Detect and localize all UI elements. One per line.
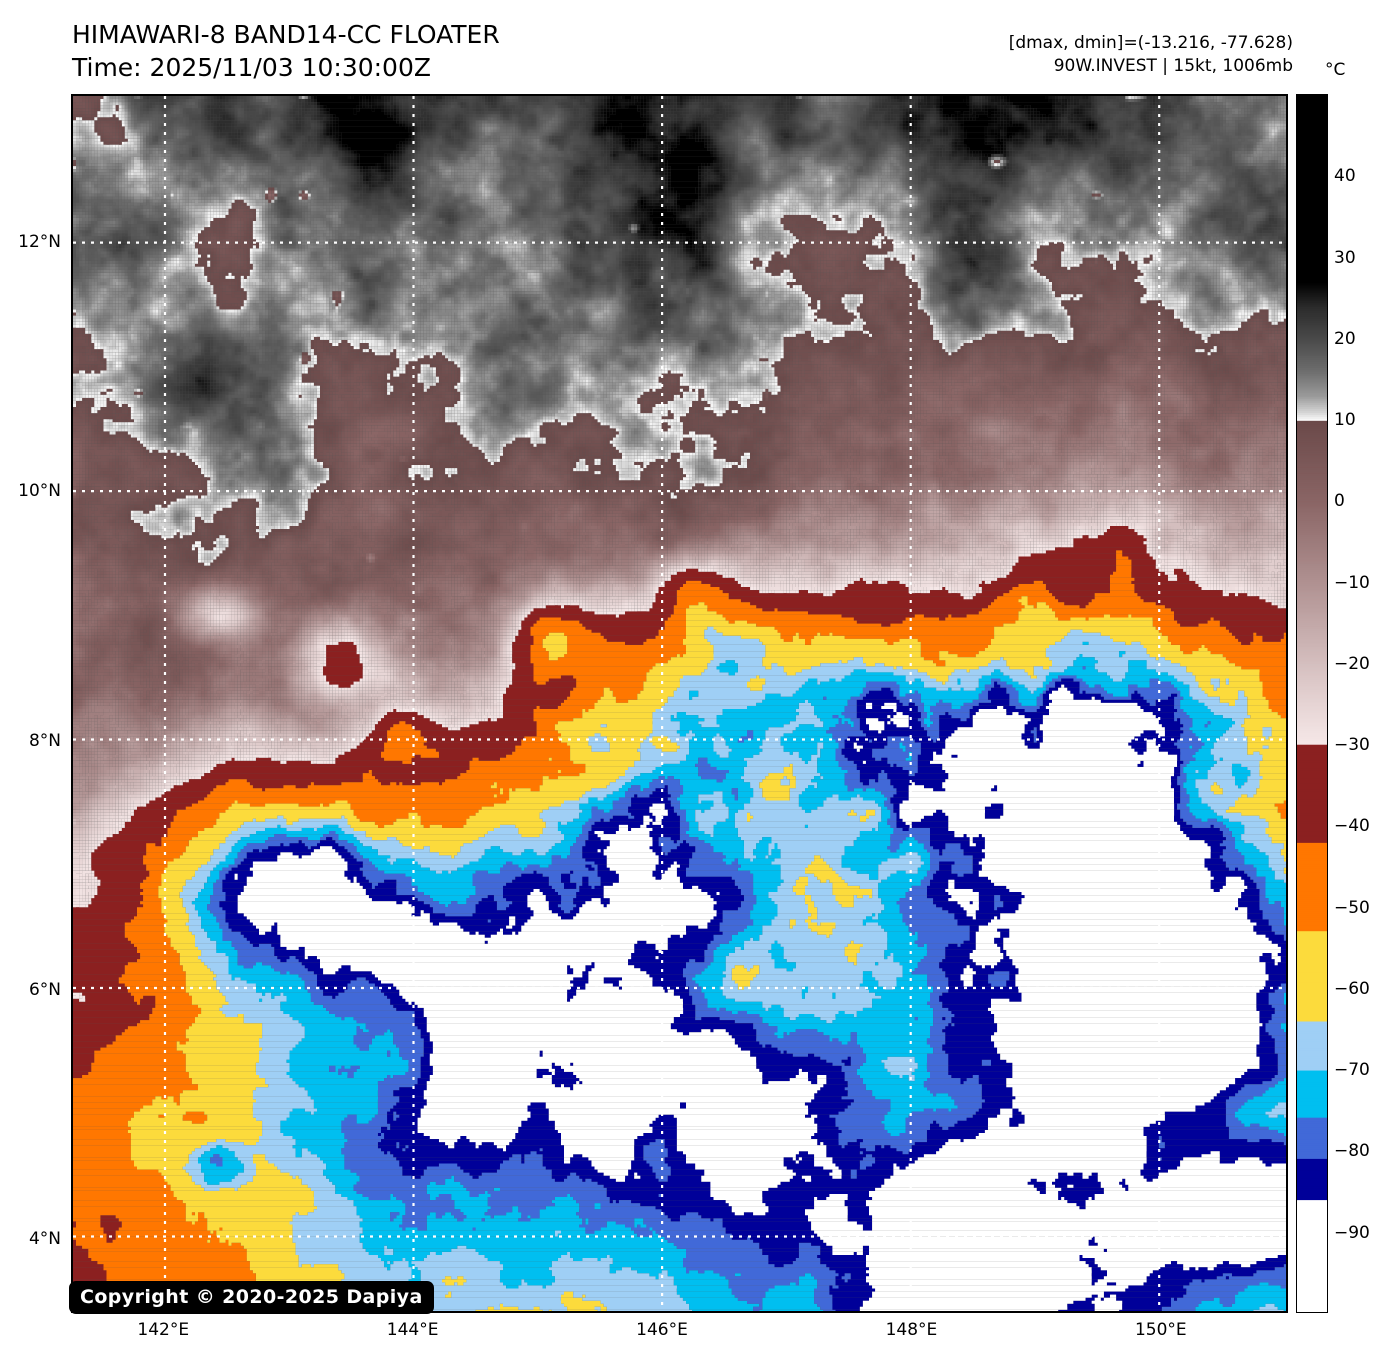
colorbar-tick-label: −10 [1334, 572, 1370, 593]
x-axis-tick-label: 148°E [885, 1320, 938, 1340]
satellite-image-plot[interactable] [71, 94, 1288, 1313]
colorbar-tick-label: −70 [1334, 1060, 1370, 1081]
x-axis-tick-label: 146°E [636, 1320, 688, 1340]
colorbar-tick-label: 20 [1334, 328, 1356, 349]
product-title: HIMAWARI-8 BAND14-CC FLOATER [72, 20, 500, 49]
colorbar[interactable] [1296, 94, 1328, 1313]
data-range-label: [dmax, dmin]=(-13.216, -77.628) [1008, 33, 1293, 53]
colorbar-tick-label: −80 [1334, 1141, 1370, 1162]
y-axis-tick-label: 8°N [28, 730, 61, 751]
y-axis-tick-label: 10°N [18, 481, 61, 502]
colorbar-gradient [1297, 95, 1327, 1312]
colorbar-tick-label: −30 [1334, 735, 1370, 756]
colorbar-tick-label: 0 [1334, 491, 1345, 512]
x-axis-tick-label: 144°E [386, 1320, 439, 1340]
colorbar-tick-label: −40 [1334, 816, 1370, 837]
x-axis-tick-label: 142°E [137, 1320, 190, 1340]
storm-info-label: 90W.INVEST | 15kt, 1006mb [1053, 56, 1293, 76]
satellite-imagery [73, 96, 1286, 1311]
timestamp-label: Time: 2025/11/03 10:30:00Z [72, 53, 431, 82]
colorbar-tick-label: 10 [1334, 410, 1356, 431]
y-axis-tick-label: 6°N [28, 979, 61, 1000]
colorbar-tick-label: −50 [1334, 897, 1370, 918]
y-axis-tick-label: 12°N [18, 232, 61, 253]
colorbar-unit-label: °C [1325, 60, 1346, 80]
colorbar-tick-label: −60 [1334, 978, 1370, 999]
copyright-watermark: Copyright © 2020-2025 Dapiya [69, 1281, 434, 1314]
colorbar-tick-label: 30 [1334, 247, 1356, 268]
y-axis-tick-label: 4°N [28, 1229, 61, 1250]
x-axis-tick-label: 150°E [1134, 1320, 1187, 1340]
colorbar-tick-label: −20 [1334, 653, 1370, 674]
colorbar-tick-label: −90 [1334, 1222, 1370, 1243]
page-title: HIMAWARI-8 BAND14-CC FLOATER Time: 2025/… [72, 18, 500, 84]
colorbar-tick-label: 40 [1334, 166, 1356, 187]
metadata-block: [dmax, dmin]=(-13.216, -77.628) 90W.INVE… [1009, 32, 1293, 78]
